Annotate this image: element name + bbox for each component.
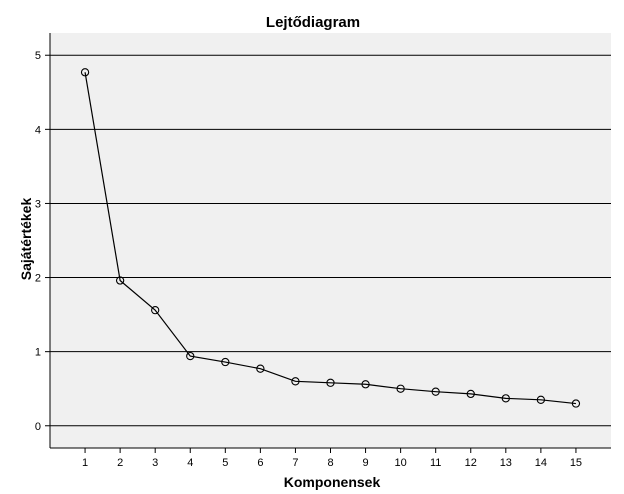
y-tick-label: 5 xyxy=(35,50,41,62)
x-axis-label: Komponensek xyxy=(284,474,381,490)
data-point xyxy=(115,276,125,285)
data-point xyxy=(361,380,370,389)
series-line xyxy=(84,72,577,405)
x-tick-label: 9 xyxy=(363,457,369,469)
x-tick-label: 13 xyxy=(500,457,512,469)
data-point xyxy=(186,351,195,361)
data-point xyxy=(291,377,300,386)
data-point xyxy=(501,394,510,403)
y-tick-label: 3 xyxy=(35,198,41,210)
x-tick-label: 1 xyxy=(82,457,88,469)
x-tick-label: 4 xyxy=(187,457,193,469)
x-tick-label: 7 xyxy=(292,457,298,469)
x-tick-label: 2 xyxy=(117,457,123,469)
x-tick-label: 14 xyxy=(535,457,547,469)
data-point xyxy=(256,364,265,373)
data-point xyxy=(80,68,90,77)
x-tick-label: 5 xyxy=(222,457,228,469)
y-tick-label: 0 xyxy=(35,421,41,433)
data-point xyxy=(326,378,335,387)
data-point xyxy=(431,387,440,396)
y-tick-label: 4 xyxy=(35,124,41,136)
x-tick-label: 12 xyxy=(465,457,477,469)
x-tick-label: 6 xyxy=(257,457,263,469)
x-tick-label: 3 xyxy=(152,457,158,469)
data-point xyxy=(571,399,581,408)
x-tick-label: 15 xyxy=(570,457,582,469)
plot-background xyxy=(50,33,611,448)
x-tick-label: 8 xyxy=(327,457,333,469)
x-tick-label: 11 xyxy=(430,457,441,469)
y-axis-label: Sajátértékek xyxy=(18,198,34,281)
y-tick-label: 2 xyxy=(35,273,41,285)
data-point xyxy=(466,389,475,399)
data-point xyxy=(151,306,160,315)
y-tick-label: 1 xyxy=(35,347,41,359)
data-point xyxy=(221,357,230,367)
chart-title: Lejtődiagram xyxy=(266,14,360,31)
x-tick-label: 10 xyxy=(395,457,407,469)
data-point xyxy=(396,384,405,393)
data-point xyxy=(536,395,546,404)
